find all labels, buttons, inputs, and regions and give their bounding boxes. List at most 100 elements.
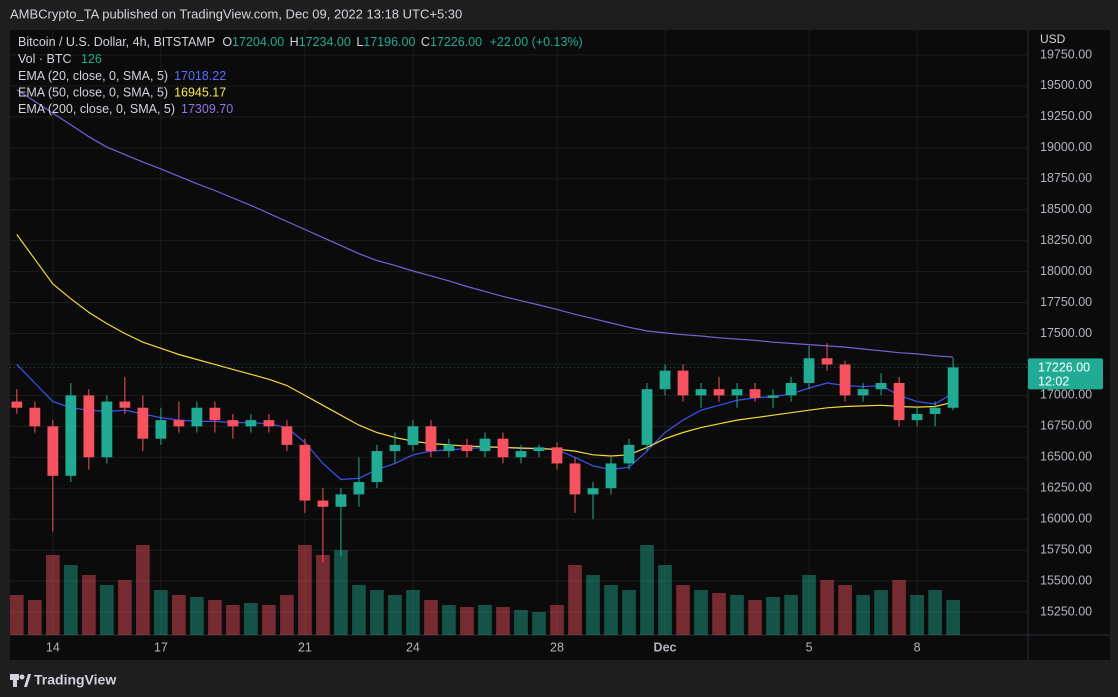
x-tick-label: 17 [154,640,168,654]
volume-bar [226,605,240,635]
currency-label: USD [1040,32,1066,46]
l-value: 17196.00 [363,35,415,49]
legend-entry: EMA (200, close, 0, SMA, 5) 17309.70 [18,102,233,116]
legend-entry: EMA (20, close, 0, SMA, 5) 17018.22 [18,69,226,83]
volume-bar [550,605,564,635]
volume-bar [766,597,780,635]
volume-bar [946,600,960,635]
candle-body [227,420,239,427]
volume-bar [712,593,726,635]
volume-bar [532,612,546,635]
candle-body [821,358,833,365]
price-axis [1028,30,1110,635]
y-tick-label: 19000.00 [1040,140,1092,154]
x-tick-label: 8 [914,640,921,654]
candle-body [83,395,95,458]
volume-bar [658,565,672,635]
volume-bar [190,597,204,635]
y-tick-label: 18250.00 [1040,233,1092,247]
y-tick-label: 15750.00 [1040,542,1092,556]
volume-bar [244,603,258,635]
candle-body [209,407,221,421]
volume-bar [136,545,150,635]
volume-bar [874,590,888,635]
volume-bar [838,585,852,635]
ema-line [16,89,954,358]
candle-body [929,407,941,414]
candle-body [11,401,23,408]
candle-body [479,438,491,452]
symbol: Bitcoin / U.S. Dollar, 4h, BITSTAMP [18,35,215,49]
countdown: 12:02 [1038,375,1069,389]
volume-bar [910,595,924,635]
time-axis [10,635,1110,660]
y-tick-label: 18000.00 [1040,264,1092,278]
candle-body [677,370,689,396]
y-tick-label: 19500.00 [1040,78,1092,92]
volume-bar [694,590,708,635]
volume-bar [640,545,654,635]
candle-body [173,420,185,427]
o-key: O [222,35,232,49]
volume-bar [820,580,834,635]
candle-body [425,426,437,452]
volume-bar [64,565,78,635]
volume-bar [118,580,132,635]
candles [10,343,1028,563]
volume-bar [352,585,366,635]
logo-part [13,680,17,687]
volume-bar [28,600,42,635]
chart-pane [10,30,1028,635]
candle-body [623,444,635,464]
legend-name: EMA (20, close, 0, SMA, 5) [18,69,168,83]
o-value: 17204.00 [232,35,284,49]
legend-line: Bitcoin / U.S. Dollar, 4h, BITSTAMP O172… [18,35,583,49]
legend-name: EMA (200, close, 0, SMA, 5) [18,102,175,116]
y-tick-label: 16000.00 [1040,511,1092,525]
volume-bar [316,555,330,635]
candle-body [47,426,59,476]
volume-bar [460,607,474,635]
candle-body [389,444,401,452]
volume-bar [730,595,744,635]
candle-body [119,401,131,408]
candle-body [335,494,347,507]
volume-bar [100,585,114,635]
volume-bar [280,595,294,635]
volume-bar [928,590,942,635]
legend-value: 17309.70 [181,102,233,116]
x-tick-label: 24 [406,640,420,654]
candle-body [263,420,275,427]
candle-body [875,382,887,390]
candle-body [497,438,509,458]
volume-bar [388,595,402,635]
candle-body [29,407,41,427]
h-value: 17234.00 [299,35,351,49]
volume-bar [172,595,186,635]
y-tick-label: 17000.00 [1040,388,1092,402]
volume-bar [82,575,96,635]
candle-body [515,451,527,458]
candle-body [731,389,743,396]
volume-bar [748,600,762,635]
volume-bar [154,590,168,635]
published-note: AMBCrypto_TA published on TradingView.co… [10,6,462,21]
candle-body [749,389,761,398]
logo-part [19,674,25,680]
candle-body [839,364,851,396]
volume-bar [46,555,60,635]
candle-body [407,426,419,445]
last-price-label: 17226.00 [1038,361,1090,375]
x-tick-label: 21 [298,640,312,654]
candle-body [803,358,815,383]
candle-body [605,463,617,489]
volume-bar [262,605,276,635]
last-price-box [1028,358,1103,390]
volume-bar [892,580,906,635]
c-key: C [421,35,430,49]
logo-part [10,674,19,680]
volume-bar [406,590,420,635]
candle-body [443,444,455,452]
y-tick-label: 15250.00 [1040,604,1092,618]
